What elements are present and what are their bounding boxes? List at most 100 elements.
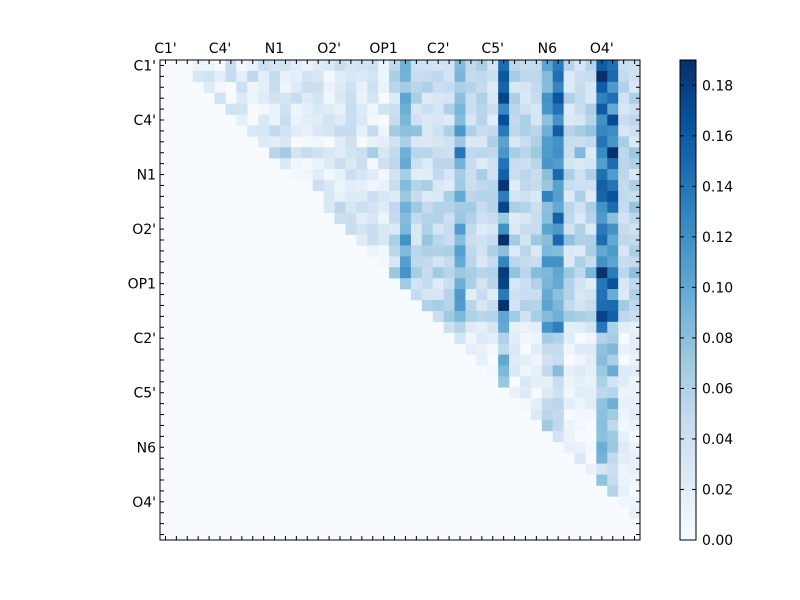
- heatmap-cell: [607, 256, 619, 268]
- heatmap-cell: [541, 147, 554, 159]
- heatmap-cell: [629, 180, 641, 192]
- heatmap-cell: [356, 70, 368, 83]
- heatmap-cell: [410, 103, 423, 115]
- heatmap-cell: [378, 158, 390, 170]
- heatmap-cell: [487, 60, 499, 72]
- heatmap-cell: [541, 180, 554, 192]
- heatmap-cell: [400, 92, 412, 104]
- heatmap-cell: [574, 343, 586, 355]
- heatmap-cell: [454, 321, 466, 334]
- heatmap-cell: [563, 147, 575, 159]
- y-tick-labels: C1' C4' N1 O2' OP1 C2' C5' N6 O4': [128, 59, 156, 511]
- heatmap-cell: [203, 60, 215, 72]
- heatmap-cell: [498, 332, 510, 344]
- heatmap-cell: [443, 223, 455, 235]
- heatmap-cell: [454, 114, 466, 126]
- heatmap-cell: [476, 212, 488, 224]
- heatmap-cell: [530, 256, 543, 268]
- heatmap-cell: [258, 92, 270, 104]
- heatmap-cell: [378, 190, 390, 203]
- heatmap-cell: [203, 81, 215, 94]
- heatmap-cell: [552, 136, 564, 148]
- heatmap-cell: [443, 92, 455, 104]
- heatmap-cell: [574, 180, 586, 192]
- heatmap-cell: [541, 158, 554, 170]
- heatmap-cell: [323, 190, 335, 203]
- x-tick-label: C5': [481, 41, 504, 57]
- heatmap-cell: [563, 420, 575, 432]
- heatmap-cell: [552, 81, 564, 94]
- heatmap-cell: [345, 70, 357, 83]
- heatmap-cell: [443, 201, 455, 214]
- heatmap-cell: [574, 136, 586, 148]
- heatmap-cell: [465, 343, 477, 355]
- heatmap-cell: [476, 343, 488, 355]
- heatmap-cell: [629, 376, 641, 388]
- heatmap-cell: [520, 376, 532, 388]
- heatmap-cell: [585, 136, 597, 148]
- heatmap-cell: [520, 190, 532, 203]
- heatmap-cell: [607, 70, 619, 83]
- heatmap-cell: [465, 81, 477, 94]
- heatmap-cell: [400, 278, 412, 290]
- heatmap-cell: [585, 212, 597, 224]
- heatmap-cell: [563, 278, 575, 290]
- heatmap-cell: [378, 81, 390, 94]
- heatmap-cell: [509, 289, 521, 301]
- heatmap-cell: [552, 289, 564, 301]
- heatmap-cell: [530, 245, 543, 257]
- heatmap-cell: [530, 147, 543, 159]
- heatmap-cell: [323, 92, 335, 104]
- heatmap-cell: [454, 169, 466, 181]
- heatmap-cell: [269, 60, 281, 72]
- heatmap-cell: [552, 158, 564, 170]
- heatmap-cell: [476, 103, 488, 115]
- heatmap-cell: [334, 201, 346, 214]
- heatmap-cell: [596, 190, 608, 203]
- heatmap-cell: [498, 343, 510, 355]
- heatmap-cell: [509, 92, 521, 104]
- heatmap-cell: [585, 463, 597, 475]
- heatmap-cell: [432, 245, 444, 257]
- heatmap-cell: [596, 300, 608, 312]
- heatmap-cell: [607, 114, 619, 126]
- heatmap-cell: [312, 103, 324, 115]
- y-tick-label: C4': [133, 113, 156, 129]
- heatmap-cell: [552, 147, 564, 159]
- heatmap-cell: [280, 147, 292, 159]
- heatmap-cell: [410, 212, 423, 224]
- heatmap-cell: [421, 92, 434, 104]
- heatmap-cell: [563, 310, 575, 323]
- heatmap-cell: [389, 223, 401, 235]
- heatmap-cell: [454, 212, 466, 224]
- heatmap-cell: [530, 169, 543, 181]
- heatmap-cell: [563, 212, 575, 224]
- heatmap-cell: [476, 332, 488, 344]
- heatmap-cell: [607, 420, 619, 432]
- heatmap-cell: [389, 125, 401, 137]
- heatmap-cell: [356, 234, 368, 246]
- heatmap-cell: [421, 169, 434, 181]
- heatmap-cell: [312, 60, 324, 72]
- heatmap-cell: [389, 92, 401, 104]
- heatmap-cell: [585, 70, 597, 83]
- heatmap-cell: [607, 212, 619, 224]
- heatmap-cell: [301, 158, 314, 170]
- heatmap-cell: [476, 169, 488, 181]
- heatmap-cell: [530, 278, 543, 290]
- heatmap-cell: [618, 441, 630, 454]
- heatmap-cell: [432, 256, 444, 268]
- heatmap-cell: [520, 387, 532, 399]
- heatmap-cell: [400, 201, 412, 214]
- heatmap-cell: [356, 158, 368, 170]
- heatmap-cell: [432, 234, 444, 246]
- heatmap-cell: [269, 125, 281, 137]
- heatmap-cell: [378, 147, 390, 159]
- heatmap-cell: [465, 300, 477, 312]
- heatmap-cell: [269, 147, 281, 159]
- heatmap-cell: [596, 354, 608, 366]
- heatmap-cell: [552, 365, 564, 377]
- heatmap-cell: [585, 169, 597, 181]
- heatmap-cell: [410, 201, 423, 214]
- heatmap-cell: [476, 267, 488, 279]
